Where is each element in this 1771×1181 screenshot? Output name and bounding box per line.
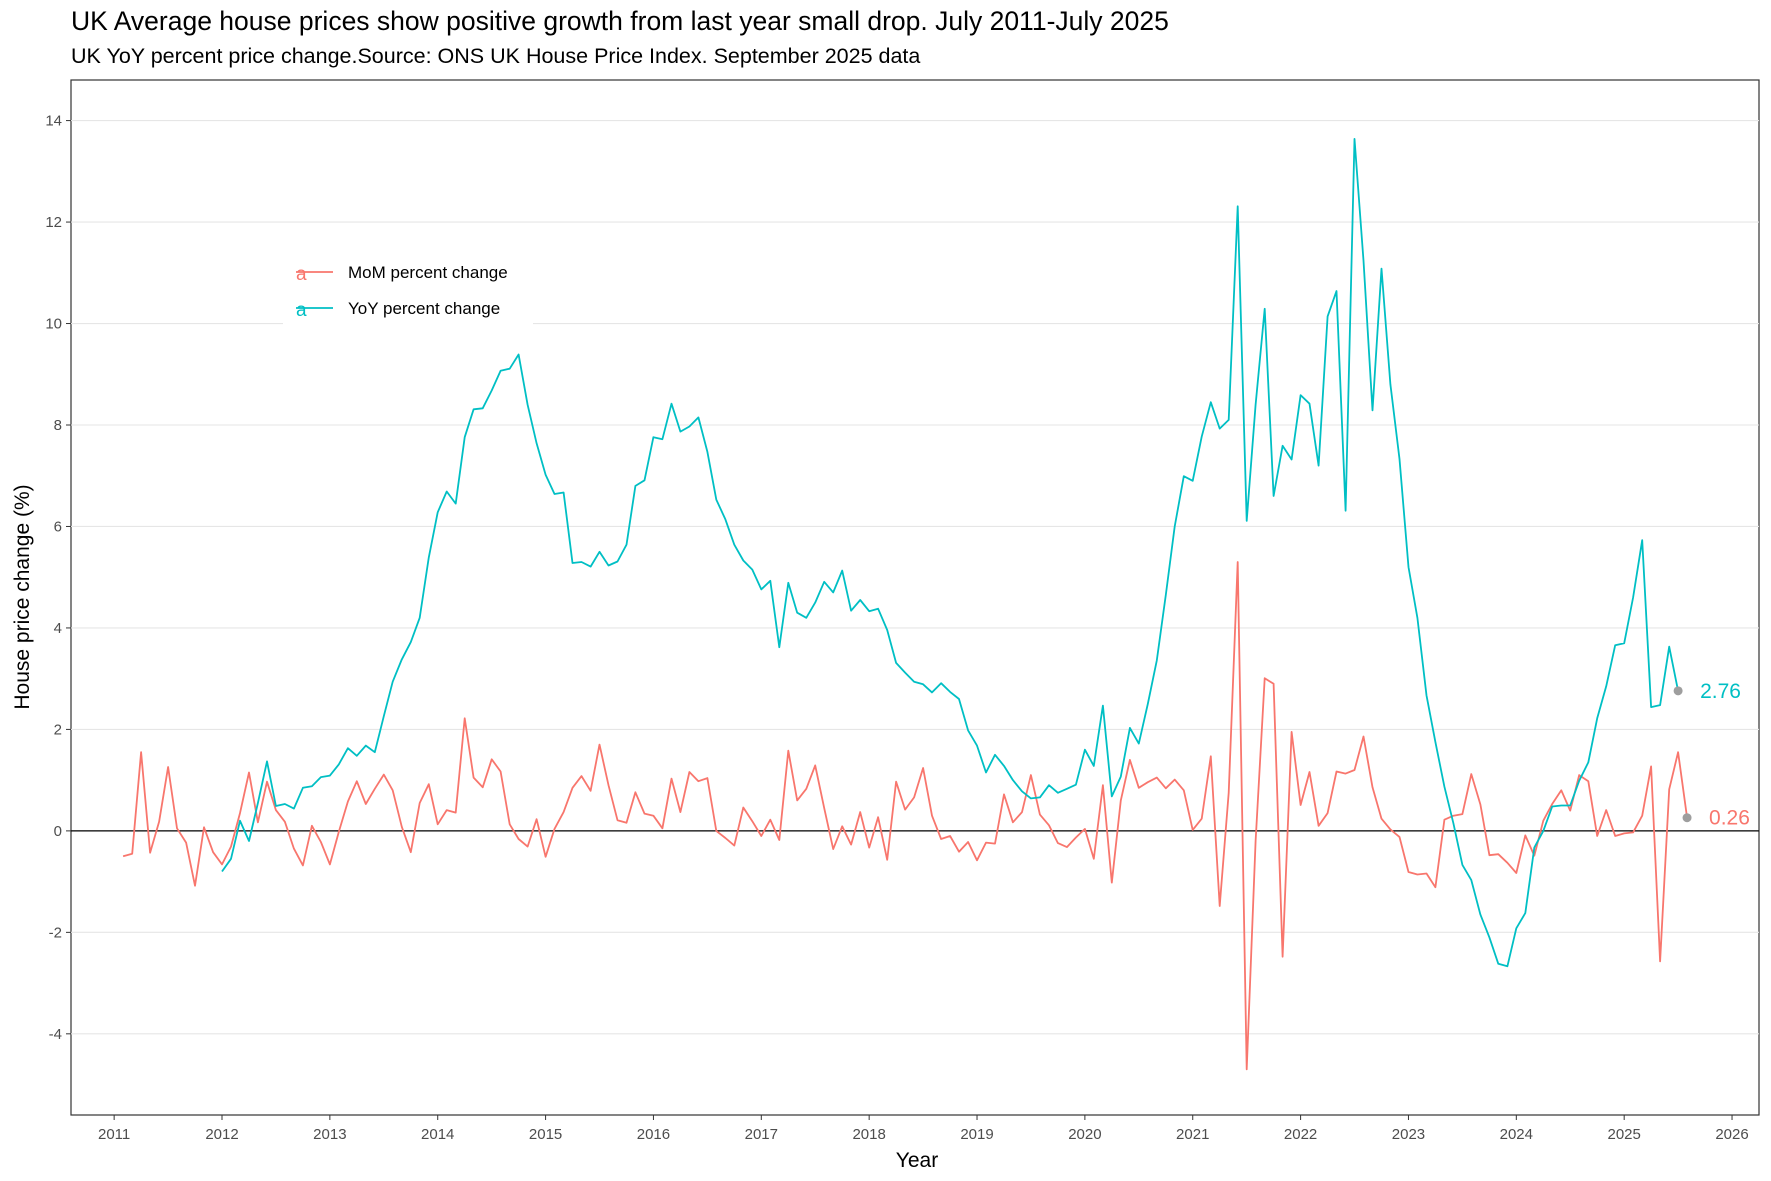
end-label-mom: 0.26 <box>1709 807 1750 830</box>
series-line-yoy <box>221 138 1679 968</box>
end-label-yoy: 2.76 <box>1700 680 1741 703</box>
chart-subtitle: UK YoY percent price change.Source: ONS … <box>71 44 921 68</box>
x-tick-label: 2020 <box>1068 1126 1101 1143</box>
x-tick-label: 2014 <box>421 1126 454 1143</box>
legend-key-glyph-mom: a <box>296 264 307 285</box>
x-tick-label: 2017 <box>745 1126 778 1143</box>
x-tick-label: 2021 <box>1176 1126 1209 1143</box>
x-tick-label: 2019 <box>960 1126 993 1143</box>
x-tick-label: 2026 <box>1715 1126 1748 1143</box>
legend: a MoM percent change a YoY percent change <box>283 252 533 328</box>
x-tick-label: 2023 <box>1392 1126 1425 1143</box>
legend-background <box>283 252 533 328</box>
legend-label-mom: MoM percent change <box>348 263 508 282</box>
end-point-yoy <box>1673 686 1683 696</box>
y-tick-label: 14 <box>45 113 62 130</box>
y-tick-label: 8 <box>54 417 62 434</box>
y-tick-label: -2 <box>49 924 62 941</box>
series-layer <box>122 138 1692 1071</box>
legend-key-glyph-yoy: a <box>296 300 307 321</box>
x-axis-ticks: 2011 2012 2013 2014 2015 2016 2017 2018 2019 2020… <box>98 1115 1749 1143</box>
y-tick-label: 10 <box>45 316 62 333</box>
x-tick-label: 2012 <box>205 1126 238 1143</box>
x-tick-label: 2011 <box>98 1126 130 1143</box>
y-tick-label: 2 <box>54 721 62 738</box>
x-tick-label: 2013 <box>313 1126 346 1143</box>
y-axis-title: House price change (%) <box>11 484 34 709</box>
y-tick-label: 6 <box>54 518 62 535</box>
x-axis-title: Year <box>896 1149 938 1172</box>
x-tick-label: 2025 <box>1607 1126 1640 1143</box>
y-tick-label: 4 <box>54 620 62 637</box>
end-point-mom <box>1682 813 1692 823</box>
plot-panel <box>70 79 1760 1116</box>
x-tick-label: 2016 <box>637 1126 670 1143</box>
chart-title: UK Average house prices show positive gr… <box>71 6 1169 36</box>
y-tick-label: 12 <box>45 214 62 231</box>
y-tick-label: 0 <box>54 823 62 840</box>
legend-label-yoy: YoY percent change <box>348 299 500 318</box>
y-tick-label: -4 <box>49 1026 62 1043</box>
x-tick-label: 2015 <box>529 1126 562 1143</box>
x-tick-label: 2018 <box>852 1126 885 1143</box>
series-line-mom <box>122 561 1688 1071</box>
x-tick-label: 2024 <box>1500 1126 1533 1143</box>
end-labels: 0.26 2.76 <box>1700 680 1750 830</box>
y-axis-ticks: -4 -2 0 2 4 6 8 10 12 14 <box>45 113 71 1043</box>
x-tick-label: 2022 <box>1284 1126 1317 1143</box>
